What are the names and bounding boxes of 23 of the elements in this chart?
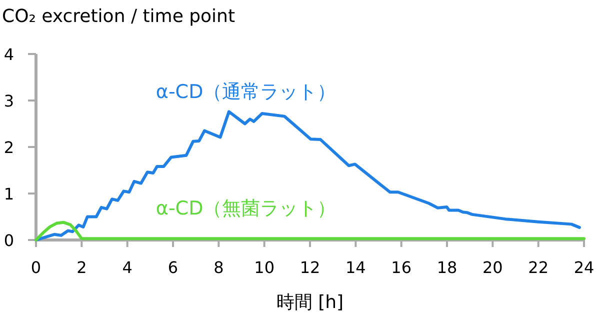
y-tick-label: 0	[4, 231, 14, 250]
x-tick-label: 2	[76, 258, 87, 277]
y-tick-label: 4	[4, 45, 14, 64]
y-tick-label: 3	[4, 92, 14, 110]
x-tick-label: 12	[300, 258, 320, 277]
line-series	[34, 110, 581, 242]
x-tick-label: 18	[436, 258, 458, 277]
y-tick-label: 1	[4, 184, 14, 204]
y-tick-label: 2	[4, 138, 14, 157]
x-tick-label: 10	[254, 258, 275, 277]
x-tick-label: 22	[528, 258, 549, 277]
chart-title: CO₂ excretion / time point	[2, 6, 236, 27]
x-tick-label: 14	[345, 258, 366, 277]
series-label: α-CD（通常ラット）	[156, 81, 336, 104]
x-tick-label: 6	[168, 258, 178, 277]
x-axis-title: 時間 [h]	[276, 292, 344, 313]
x-tick-label: 16	[391, 258, 412, 277]
x-tick-label: 24	[574, 258, 594, 277]
series-label: α-CD（無菌ラット）	[156, 197, 336, 220]
x-tick-label: 8	[214, 258, 224, 277]
x-tick-label: 0	[30, 258, 42, 277]
x-tick-label: 20	[482, 258, 503, 277]
x-tick-label: 4	[122, 258, 132, 277]
